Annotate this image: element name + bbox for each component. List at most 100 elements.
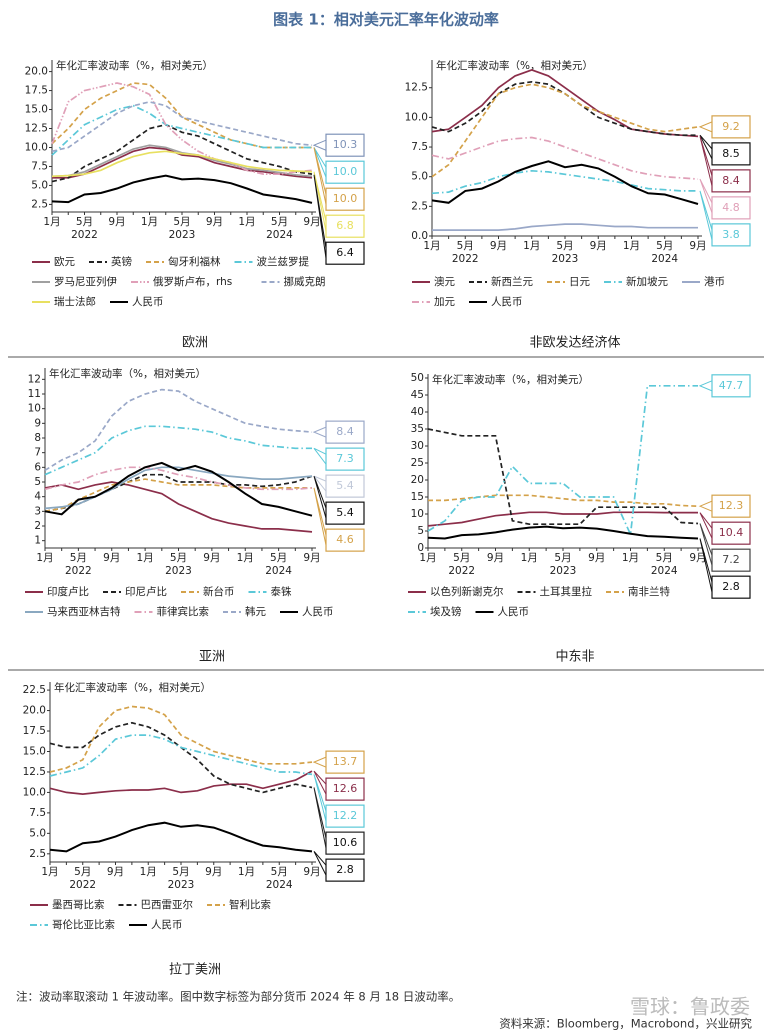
panel-caption: 拉丁美洲: [169, 963, 221, 978]
legend-label: 波兰兹罗提: [257, 255, 310, 268]
callout-label: 10.0: [333, 165, 358, 178]
y-tick-label: 8: [34, 432, 41, 444]
legend-label: 挪威克朗: [284, 275, 326, 288]
legend-label: 新加坡元: [626, 275, 668, 288]
callout-pointer: [699, 538, 713, 593]
y-tick-label: 7.5: [29, 807, 46, 819]
y-axis-label: 年化汇率波动率（%，相对美元）: [54, 681, 211, 694]
series-line: [427, 428, 699, 526]
legend-label: 哥伦比亚比索: [52, 918, 115, 931]
year-label: 2024: [651, 565, 678, 577]
y-tick-label: 10: [411, 508, 424, 520]
y-tick-label: 12: [28, 373, 41, 385]
series-line: [49, 734, 313, 777]
callout-label: 6.4: [336, 246, 354, 259]
y-tick-label: 5: [34, 476, 41, 488]
callout-box: [325, 831, 365, 855]
callout-box: [325, 777, 365, 801]
x-tick-label: 5月: [76, 216, 93, 228]
y-tick-label: 7.5: [411, 141, 428, 153]
y-tick-label: 10: [28, 403, 41, 415]
legend-label: 俄罗斯卢布，rhs: [153, 275, 232, 288]
x-tick-label: 5月: [453, 552, 470, 564]
x-tick-label: 9月: [206, 216, 223, 228]
legend-label: 新台币: [203, 585, 235, 598]
legend-label: 泰铢: [271, 585, 292, 598]
callout-box: [711, 142, 751, 166]
callout-pointer: [698, 121, 713, 133]
series-line: [432, 223, 698, 231]
callout-box: [325, 804, 365, 828]
x-tick-label: 9月: [205, 866, 222, 878]
legend-label: 人民币: [151, 919, 183, 931]
callout-box: [711, 169, 751, 193]
x-tick-label: 9月: [689, 240, 706, 252]
legend-label: 土耳其里拉: [540, 585, 593, 598]
y-tick-label: 10.0: [405, 111, 428, 123]
callout-box: [711, 575, 751, 599]
y-tick-label: 40: [411, 406, 424, 418]
panel-caption: 中东非: [555, 650, 594, 665]
callout-box: [711, 494, 751, 518]
callout-box: [711, 115, 751, 139]
callout-label: 7.3: [336, 452, 354, 465]
y-tick-label: 1: [34, 535, 41, 547]
y-tick-label: 25: [411, 457, 424, 469]
series-line: [51, 82, 313, 175]
x-tick-label: 5月: [74, 866, 91, 878]
year-label: 2022: [69, 879, 96, 891]
series-line: [44, 466, 313, 491]
year-label: 2022: [448, 565, 475, 577]
callout-label: 3.8: [722, 228, 740, 241]
year-label: 2024: [266, 229, 293, 241]
year-label: 2024: [266, 879, 293, 891]
series-line: [51, 82, 312, 149]
y-tick-label: 10.0: [25, 141, 48, 153]
series-line: [428, 494, 699, 508]
legend-label: 罗马尼亚列伊: [54, 275, 117, 288]
callout-box: [325, 420, 365, 444]
x-tick-label: 5月: [70, 552, 87, 564]
y-axis-label: 年化汇率波动率（%，相对美元）: [432, 373, 589, 386]
callout-label: 10.6: [333, 836, 358, 849]
callout-label: 5.4: [336, 479, 354, 492]
panel-caption: 欧洲: [182, 336, 208, 351]
legend-label: 墨西哥比索: [52, 898, 105, 911]
x-tick-label: 5月: [457, 240, 474, 252]
callout-box: [325, 447, 365, 471]
y-tick-label: 7.5: [31, 160, 48, 172]
legend-label: 日元: [569, 276, 590, 288]
x-tick-label: 5月: [656, 240, 673, 252]
callout-label: 12.3: [719, 499, 744, 512]
callout-label: 2.8: [336, 863, 354, 876]
x-tick-label: 9月: [103, 552, 120, 564]
x-tick-label: 9月: [107, 866, 124, 878]
series-line: [431, 83, 699, 178]
x-tick-label: 9月: [303, 216, 320, 228]
callout-label: 12.2: [333, 809, 358, 822]
series-line: [427, 384, 698, 538]
y-tick-label: 11: [28, 388, 41, 400]
year-label: 2024: [651, 253, 678, 265]
x-tick-label: 1月: [423, 240, 440, 252]
y-tick-label: 45: [411, 389, 424, 401]
legend-label: 欧元: [54, 256, 75, 268]
series-line: [49, 721, 313, 794]
callout-label: 47.7: [719, 379, 744, 392]
page-title: 图表 1：相对美元汇率年化波动率: [273, 11, 499, 29]
callout-box: [325, 214, 365, 238]
series-line: [431, 80, 698, 137]
y-tick-label: 12.5: [405, 82, 428, 94]
callout-label: 13.7: [333, 755, 358, 768]
x-tick-label: 1月: [41, 866, 58, 878]
x-tick-label: 1月: [238, 216, 255, 228]
callout-pointer: [312, 426, 327, 438]
legend-label: 人民币: [132, 296, 164, 308]
legend-label: 加元: [434, 296, 455, 308]
x-tick-label: 9月: [303, 552, 320, 564]
y-tick-label: 35: [411, 423, 424, 435]
legend-label: 港币: [704, 276, 725, 288]
y-tick-label: 9: [34, 417, 41, 429]
y-tick-label: 20: [411, 474, 424, 486]
x-tick-label: 1月: [36, 552, 53, 564]
